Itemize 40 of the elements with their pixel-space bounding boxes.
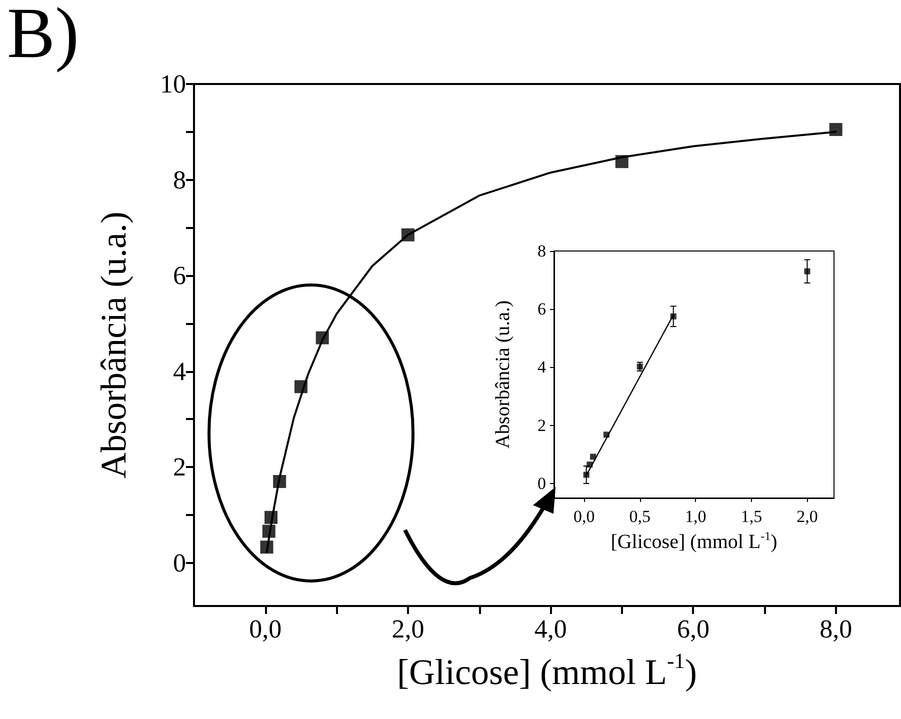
x-tick-label: 2,0 — [796, 507, 818, 526]
point — [586, 462, 593, 468]
point — [636, 364, 643, 370]
x-tick-label: 2,0 — [392, 614, 424, 644]
x-tick-label: 0,0 — [573, 507, 595, 526]
point — [590, 454, 596, 460]
point — [670, 313, 676, 320]
x-tick-label: 4,0 — [534, 614, 567, 644]
point — [294, 380, 308, 394]
y-tick-label: 2 — [538, 416, 546, 435]
y-tick-label: 2 — [173, 452, 186, 482]
y-tick-label: 0 — [538, 474, 546, 493]
y-axis-title: Absorbância (u.a.) — [492, 300, 514, 449]
point — [804, 268, 810, 274]
point — [273, 474, 286, 488]
x-tick-label: 1,5 — [740, 507, 762, 526]
point — [583, 472, 590, 478]
point — [262, 524, 276, 538]
point — [260, 540, 274, 554]
y-tick-label: 0 — [173, 548, 186, 578]
x-tick-label: 0,5 — [629, 507, 651, 526]
point — [603, 432, 610, 438]
y-tick-label: 6 — [538, 300, 546, 319]
y-tick-label: 10 — [160, 70, 186, 98]
point — [316, 331, 329, 344]
y-tick-label: 4 — [538, 358, 546, 377]
y-tick-label: 4 — [173, 356, 186, 386]
y-axis-title: Absorbância (u.a.) — [94, 212, 134, 478]
point — [829, 122, 842, 136]
x-tick-label: 0,0 — [249, 614, 282, 644]
y-tick-label: 6 — [173, 261, 186, 290]
point — [264, 510, 278, 524]
chart-title: B) — [7, 0, 79, 73]
x-tick-label: 6,0 — [676, 614, 710, 644]
point — [401, 228, 414, 242]
x-tick-label: 8,0 — [820, 614, 852, 644]
y-tick-label: 8 — [173, 165, 186, 194]
y-tick-label: 8 — [538, 242, 546, 260]
point — [615, 155, 628, 168]
x-tick-label: 1,0 — [685, 507, 706, 526]
